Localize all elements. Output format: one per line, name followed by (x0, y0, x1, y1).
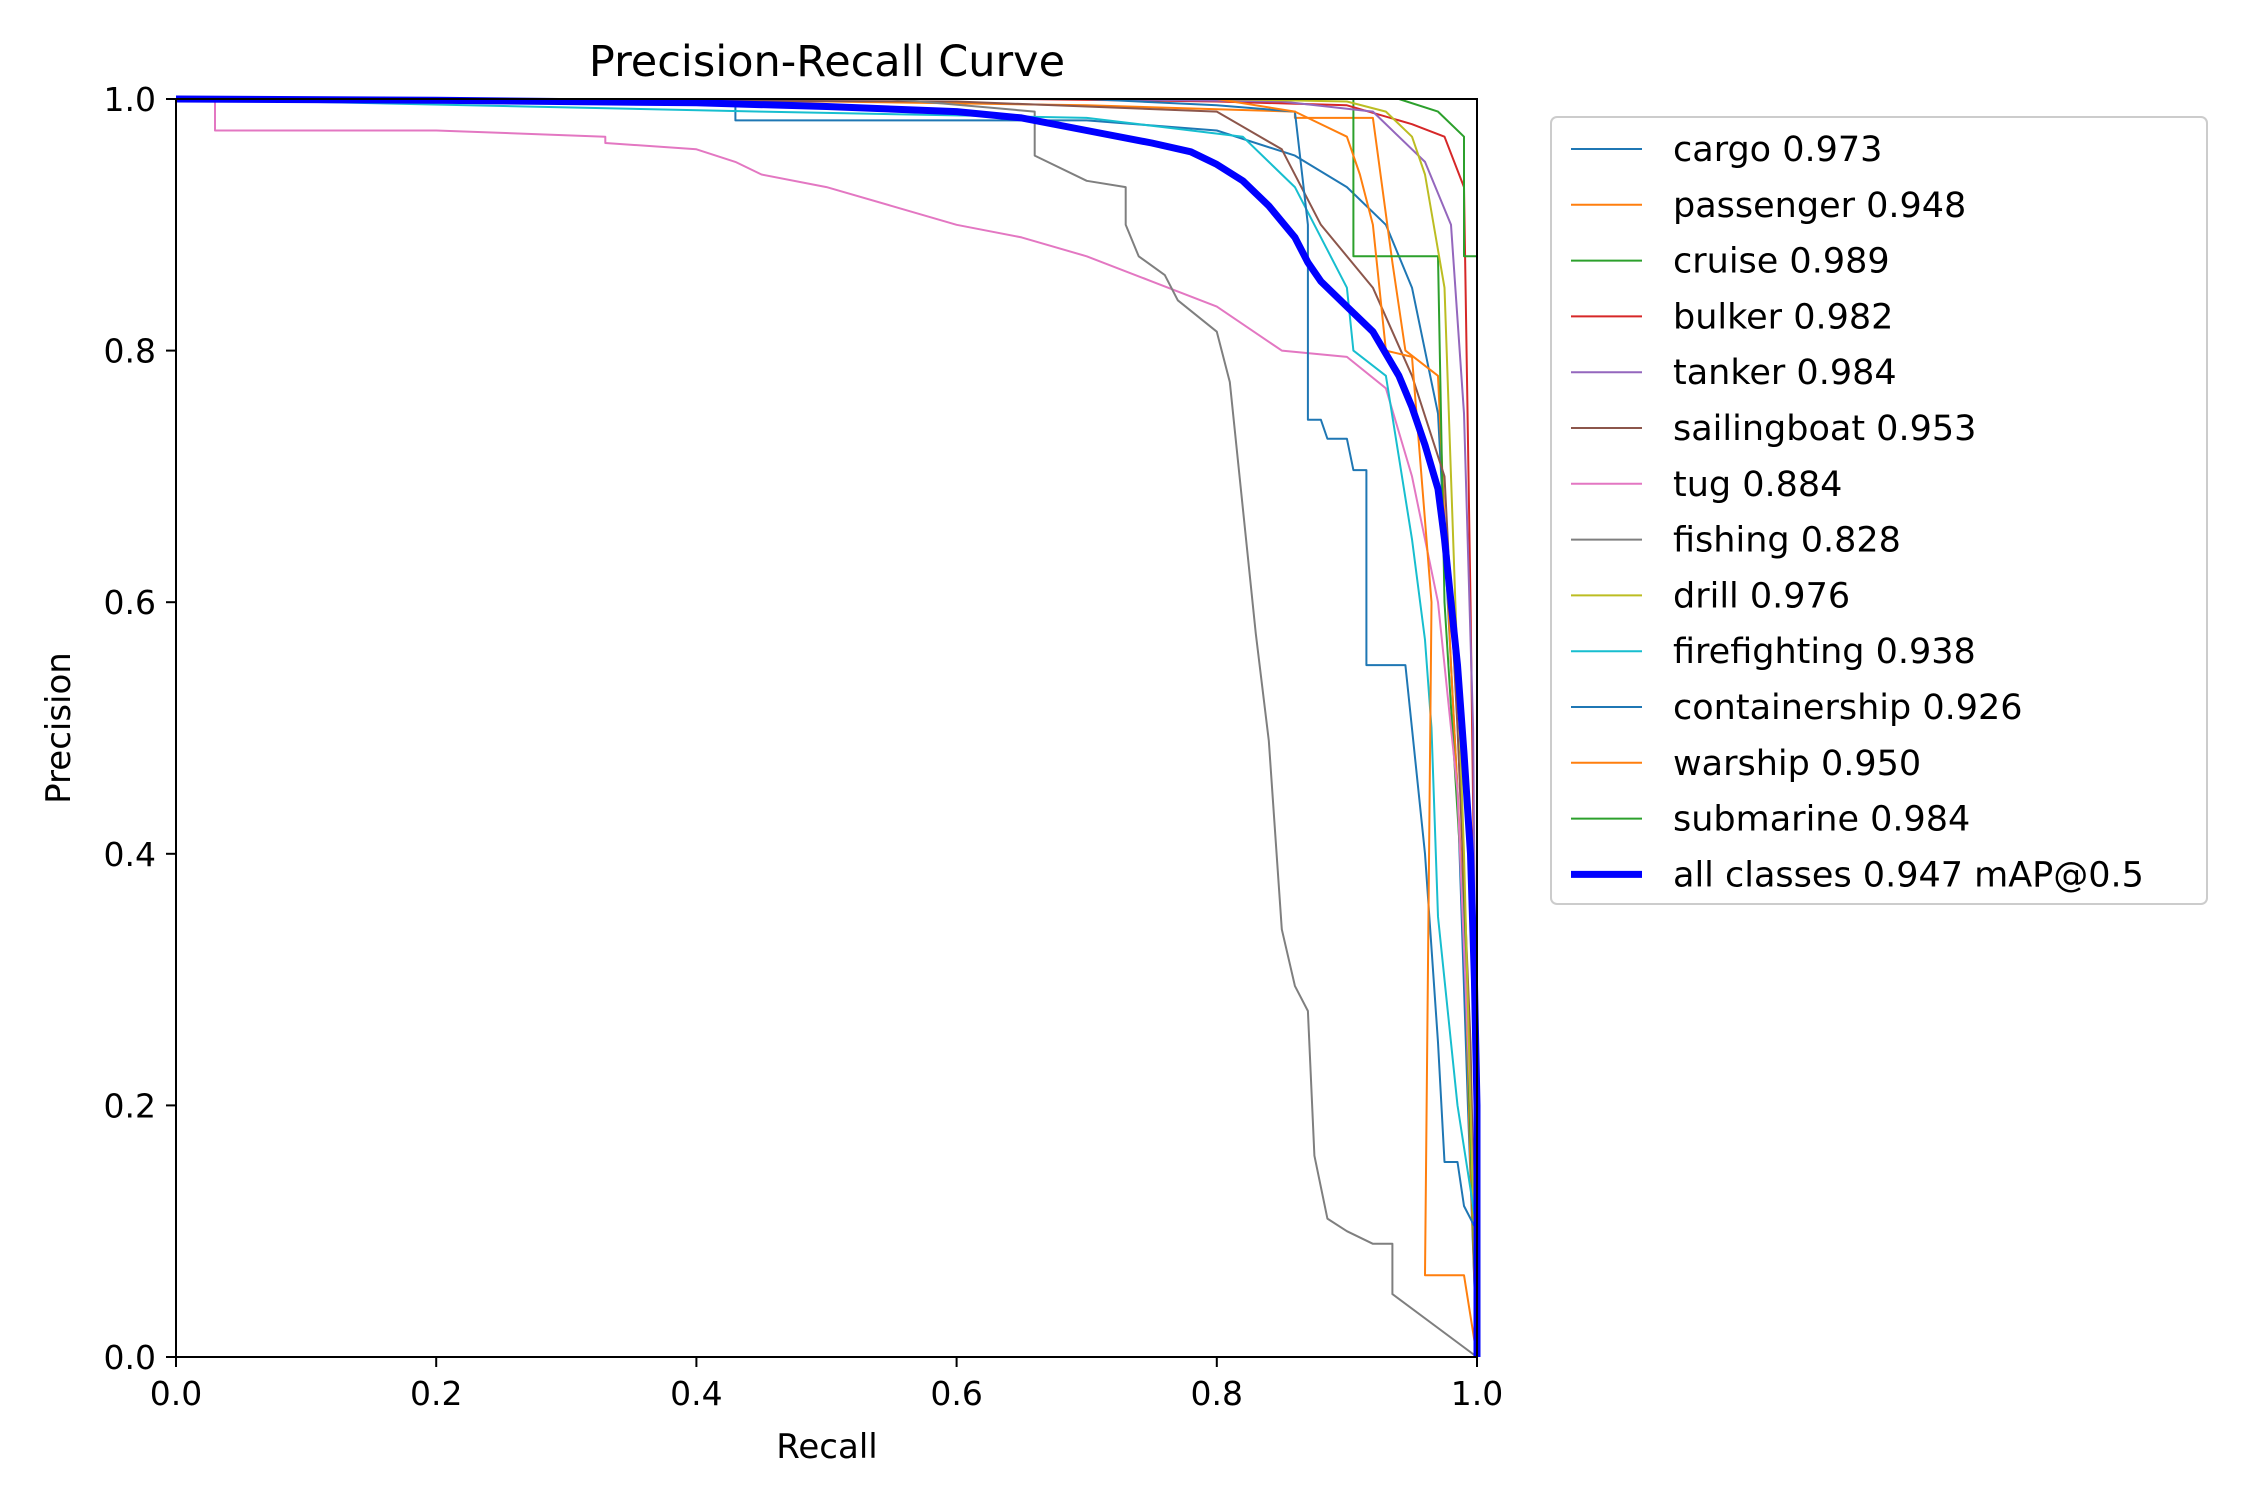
legend-label: containership 0.926 (1673, 688, 2023, 728)
series-line-14 (175, 95, 1481, 1357)
series-line-10 (175, 98, 1478, 1357)
legend-label: tug 0.884 (1673, 465, 1842, 505)
x-axis-label: Recall (776, 1427, 877, 1467)
legend-label: passenger 0.948 (1673, 186, 1966, 226)
y-tick-label: 0.0 (104, 1338, 156, 1377)
chart-title: Precision-Recall Curve (589, 37, 1065, 87)
legend-label: all classes 0.947 mAP@0.5 (1673, 855, 2144, 895)
x-tick-label: 0.2 (410, 1374, 462, 1413)
x-tick-label: 0.8 (1191, 1374, 1243, 1413)
axes-layer: 0.0 0.2 0.4 0.6 0.8 1.0 0.0 0.2 0.4 0.6 0.8 1.0 (104, 80, 1504, 1413)
series-line-5 (176, 98, 1478, 1357)
y-tick-label: 0.4 (104, 835, 156, 874)
legend-label: submarine 0.984 (1673, 800, 1970, 840)
legend-frame (1550, 116, 2208, 905)
series-line-7 (176, 98, 1478, 1357)
legend-label: bulker 0.982 (1673, 297, 1893, 337)
series-line-2 (175, 98, 1478, 1358)
legend-label: fishing 0.828 (1673, 521, 1901, 561)
legend: cargo 0.973 passenger 0.948 cruise 0.989 bu… (1550, 116, 2208, 905)
y-tick-label: 0.6 (104, 583, 156, 622)
series-line-12 (176, 98, 1478, 1358)
legend-label: cruise 0.989 (1673, 242, 1890, 282)
y-tick-label: 0.2 (104, 1086, 156, 1125)
series-line-3 (176, 98, 1478, 1358)
legend-label: cargo 0.973 (1673, 130, 1882, 170)
series-line-4 (176, 98, 1478, 1357)
y-axis-label: Precision (39, 652, 79, 804)
legend-label: warship 0.950 (1673, 744, 1921, 784)
x-tick-label: 1.0 (1451, 1374, 1503, 1413)
x-tick-label: 0.0 (150, 1374, 202, 1413)
x-tick-label: 0.6 (930, 1374, 982, 1413)
series-line-1 (176, 98, 1478, 1358)
series-line-9 (176, 98, 1478, 1358)
y-tick-label: 0.8 (104, 332, 156, 371)
legend-label: drill 0.976 (1673, 576, 1850, 616)
plot-frame (175, 98, 1478, 1358)
x-tick-label: 0.4 (670, 1374, 722, 1413)
legend-label: sailingboat 0.953 (1673, 409, 1976, 449)
legend-label: tanker 0.984 (1673, 353, 1897, 393)
series-line-6 (175, 98, 1478, 1358)
series-layer (175, 95, 1481, 1358)
legend-label: firefighting 0.938 (1673, 632, 1976, 672)
series-line-13 (176, 98, 1478, 1357)
y-tick-label: 1.0 (104, 80, 156, 119)
series-line-8 (176, 98, 1478, 1358)
series-line-11 (176, 98, 1478, 1357)
